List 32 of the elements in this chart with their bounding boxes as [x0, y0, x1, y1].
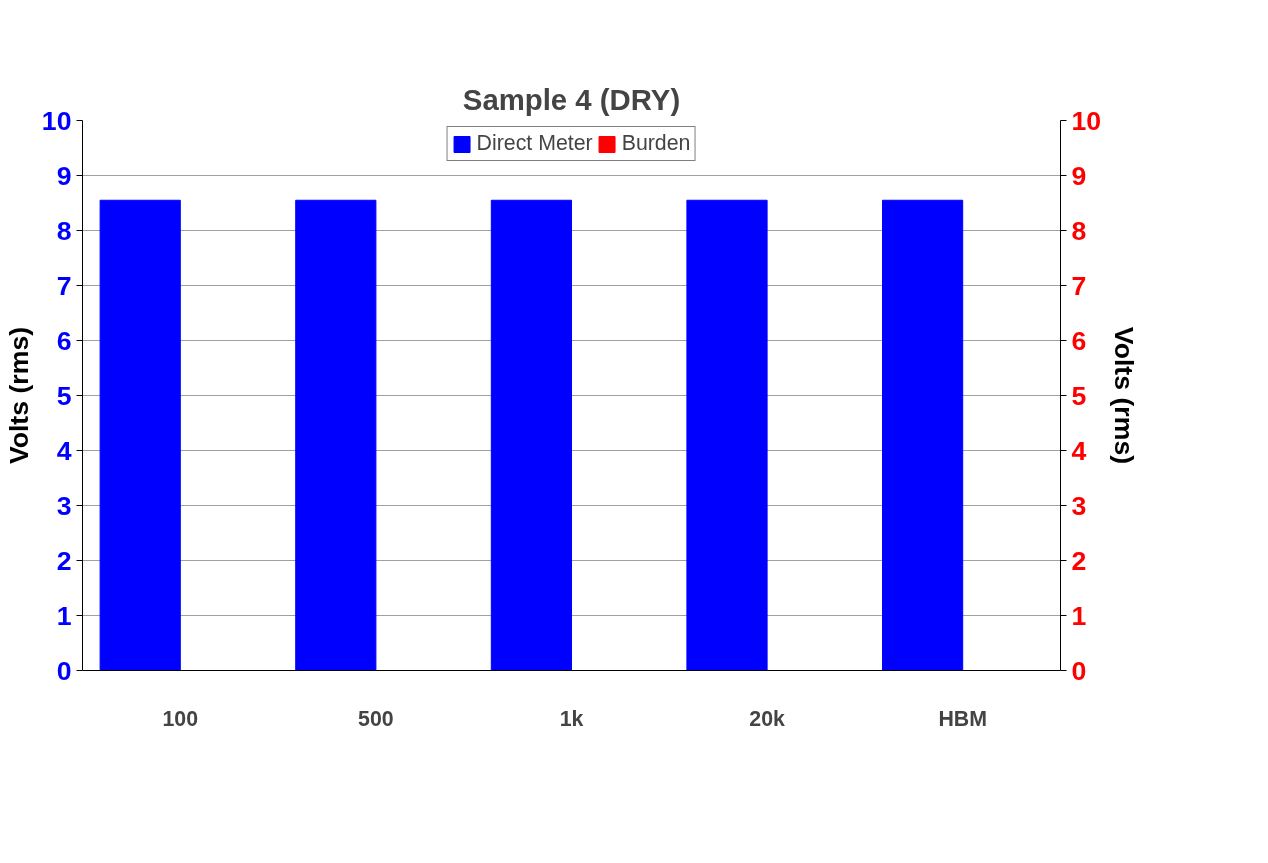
- x-tick-label: 100: [162, 706, 199, 731]
- y-tick-label: 3: [56, 490, 72, 521]
- y2-tick-label: 9: [1071, 160, 1087, 191]
- y2-axis-title: Volts (rms): [1109, 326, 1140, 465]
- y-tick-label: 1: [56, 600, 72, 631]
- y2-tick-label: 1: [1071, 600, 1087, 631]
- x-tick-label: 500: [358, 706, 394, 731]
- y2-tick-label: 0: [1071, 655, 1087, 686]
- x-tick-label: HBM: [938, 706, 987, 731]
- y2-tick-label: 7: [1071, 270, 1087, 301]
- y-tick-label: 2: [56, 545, 72, 576]
- x-tick-label: 20k: [749, 706, 786, 731]
- y2-tick-label: 3: [1071, 490, 1087, 521]
- x-tick-label: 1k: [559, 706, 584, 731]
- y-tick-label: 6: [56, 325, 72, 356]
- y2-tick-label: 6: [1071, 325, 1087, 356]
- legend-label: Direct Meter: [476, 131, 593, 156]
- y-tick-label: 8: [56, 215, 72, 246]
- y-tick-label: 9: [56, 160, 72, 191]
- chart-title: Sample 4 (DRY): [462, 82, 681, 116]
- y-tick-label: 10: [41, 105, 72, 136]
- y-tick-label: 5: [56, 380, 72, 411]
- y2-tick-label: 5: [1071, 380, 1087, 411]
- y-tick-label: 4: [56, 435, 72, 466]
- y-tick-label: 7: [56, 270, 72, 301]
- y-axis-title: Volts (rms): [3, 326, 34, 465]
- y2-tick-label: 2: [1071, 545, 1087, 576]
- y2-tick-label: 10: [1071, 105, 1102, 136]
- y2-tick-label: 8: [1071, 215, 1087, 246]
- y2-tick-label: 4: [1071, 435, 1087, 466]
- legend-label: Burden: [621, 131, 691, 156]
- y-tick-label: 0: [56, 655, 72, 686]
